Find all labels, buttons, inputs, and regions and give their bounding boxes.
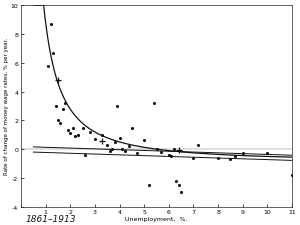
Point (70, 126, 75, 130)
Point (68, 132, 73, 135)
Point (73, 135, 78, 138)
Point (120, 148, 124, 151)
Point (233, 155, 238, 158)
Point (117, 136, 122, 140)
Point (290, 173, 294, 177)
Point (63, 102, 68, 105)
Point (152, 102, 157, 105)
Point (228, 158, 233, 161)
Point (179, 191, 184, 194)
Point (115, 105, 119, 108)
Point (167, 153, 171, 157)
Point (48, 23, 53, 27)
Point (61, 108, 65, 111)
Point (53, 105, 58, 108)
Point (112, 140, 117, 144)
Point (191, 156, 196, 160)
Point (58, 122, 63, 126)
Point (154, 148, 159, 151)
Point (46, 65, 51, 68)
Point (100, 133, 105, 137)
Point (171, 148, 176, 151)
Point (169, 155, 174, 158)
Point (130, 126, 134, 130)
Point (65, 129, 70, 133)
Point (147, 183, 152, 187)
Point (56, 119, 60, 123)
X-axis label: Unemployment,  %.: Unemployment, %. (125, 216, 188, 221)
Point (122, 149, 127, 153)
Point (110, 148, 115, 151)
Point (142, 139, 147, 143)
Point (80, 126, 85, 130)
Point (196, 143, 201, 147)
Point (51, 52, 56, 55)
Point (107, 149, 112, 153)
Text: 1861–1913: 1861–1913 (26, 214, 76, 223)
Point (88, 130, 92, 134)
Point (93, 138, 98, 141)
Point (127, 145, 132, 148)
Point (174, 179, 178, 183)
Y-axis label: Rate of change of money wage rates, % per year.: Rate of change of money wage rates, % pe… (4, 38, 9, 175)
Point (216, 156, 220, 160)
Point (83, 153, 88, 157)
Point (75, 133, 80, 137)
Point (159, 151, 164, 154)
Point (240, 152, 245, 155)
Point (265, 152, 270, 155)
Point (105, 143, 110, 147)
Point (176, 183, 181, 187)
Point (134, 152, 139, 155)
